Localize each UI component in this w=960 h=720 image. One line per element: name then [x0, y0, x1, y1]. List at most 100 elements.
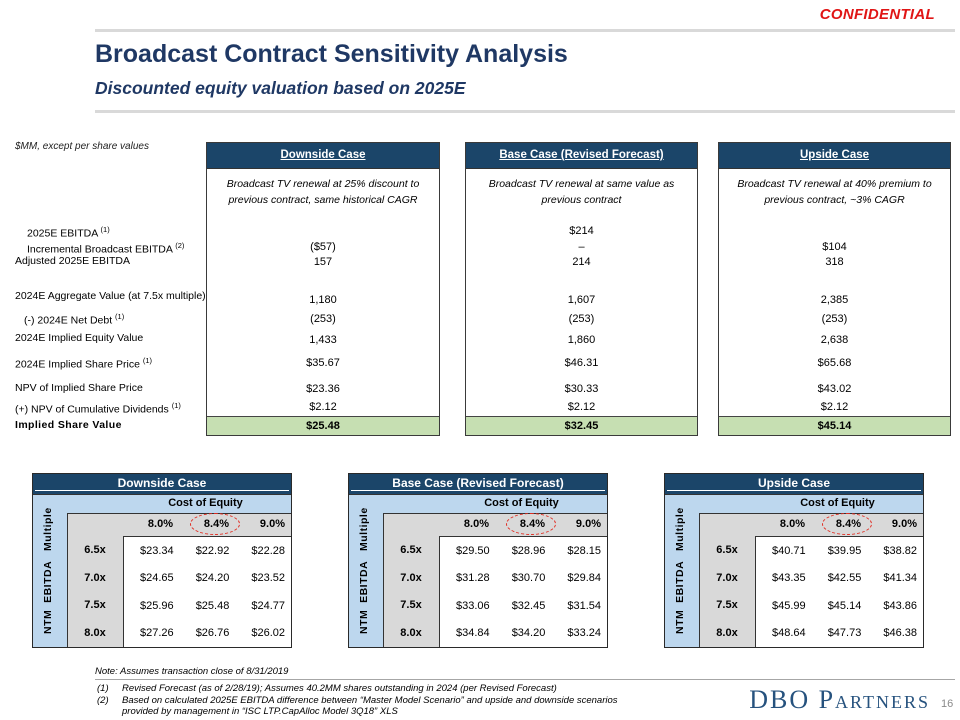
page-number: 16	[941, 698, 954, 710]
table-row: $45.99 $45.14 $43.86	[756, 592, 923, 620]
value-cell: 1,433	[309, 334, 337, 346]
value-cell: $46.31	[564, 357, 599, 369]
row-label-npv-dividends: (+) NPV of Cumulative Dividends (1)	[15, 399, 181, 416]
value-cell	[719, 224, 950, 238]
table-title-text: Downside Case	[117, 476, 207, 490]
value-cell: $26.02	[251, 627, 286, 640]
table-row: $27.26 $26.76 $26.02	[124, 620, 291, 648]
table-row: $40.71 $39.95 $38.82	[756, 537, 923, 565]
cost-of-equity-label: Cost of Equity	[800, 497, 875, 509]
value-cell: $2.12	[309, 401, 337, 413]
table-row: $29.50 $28.96 $28.15	[440, 537, 607, 565]
page-title: Broadcast Contract Sensitivity Analysis	[95, 40, 568, 68]
value-cell: $23.36	[306, 383, 340, 395]
value-cell: $23.34	[140, 544, 174, 557]
value-cell: $22.92	[195, 544, 230, 557]
row-header: 7.0x	[400, 571, 422, 584]
col-header: 8.0%	[779, 518, 805, 530]
value-cell: $28.96	[511, 544, 546, 557]
row-label-text: Incremental Broadcast EBITDA	[27, 243, 173, 256]
title-underline	[351, 490, 605, 491]
value-cell: $34.84	[456, 627, 490, 640]
row-label-text: Adjusted 2025E EBITDA	[15, 255, 130, 267]
case-header-text: Downside Case	[280, 149, 366, 161]
table-title: Downside Case	[33, 474, 291, 495]
value-cell: $24.20	[195, 572, 230, 585]
col-header: 9.0%	[891, 518, 917, 530]
row-label-text: (-) 2024E Net Debt	[24, 314, 113, 327]
value-cell: $38.82	[883, 544, 918, 557]
row-header: 7.0x	[716, 571, 738, 584]
table-row: $24.65 $24.20 $23.52	[124, 565, 291, 593]
table-row: $23.34 $22.92 $22.28	[124, 537, 291, 565]
value-cell: $30.70	[511, 572, 546, 585]
case-column-downside: Downside Case Broadcast TV renewal at 25…	[206, 142, 440, 436]
implied-share-value-cell: $32.45	[466, 416, 697, 435]
implied-share-value-cell: $45.14	[719, 416, 950, 435]
units-note: $MM, except per share values	[15, 141, 149, 152]
row-header: 6.5x	[84, 543, 106, 556]
footer-rule	[95, 679, 955, 680]
value-cell: $40.71	[772, 544, 806, 557]
footnote-ref: (1)	[115, 312, 125, 321]
value-cell: $26.76	[195, 627, 230, 640]
case-header: Downside Case	[207, 143, 439, 169]
value-grid: $23.34 $22.92 $22.28 $24.65 $24.20 $23.5…	[123, 536, 291, 647]
value-cell: $25.48	[195, 599, 230, 612]
value-cell: (253)	[568, 313, 595, 325]
ntm-ebitda-multiple-label: NTM EBITDA Multiple	[674, 507, 686, 635]
value-cell: 214	[572, 256, 591, 268]
row-label-text: 2024E Aggregate Value (at 7.5x multiple)	[15, 290, 206, 302]
case-header: Upside Case	[719, 143, 950, 169]
table-body: NTM EBITDA Multiple Cost of Equity 8.0% …	[349, 495, 607, 647]
table-row: $34.84 $34.20 $33.24	[440, 620, 607, 648]
row-header: 8.0x	[400, 627, 422, 640]
footnote-text: Based on calculated 2025E EBITDA differe…	[122, 695, 618, 717]
case-column-base: Base Case (Revised Forecast) Broadcast T…	[465, 142, 698, 436]
case-column-upside: Upside Case Broadcast TV renewal at 40% …	[718, 142, 951, 436]
value-cell	[207, 224, 439, 238]
value-cell: $31.28	[456, 572, 490, 585]
company-logo: DBO Partners	[749, 685, 930, 714]
value-cell: $35.67	[306, 357, 340, 369]
value-cell: $2.12	[820, 401, 849, 413]
highlight-ellipse	[506, 513, 556, 535]
table-row: $43.35 $42.55 $41.34	[756, 565, 923, 593]
row-label-implied-share-price: 2024E Implied Share Price (1)	[15, 354, 152, 371]
value-cell: $2.12	[567, 401, 596, 413]
row-label-text: NPV of Implied Share Price	[15, 382, 143, 394]
row-header: 6.5x	[716, 543, 738, 556]
value-cell: ($57)	[310, 241, 336, 253]
ntm-ebitda-multiple-label: NTM EBITDA Multiple	[42, 507, 54, 635]
case-description: Broadcast TV renewal at 25% discount to …	[226, 178, 420, 206]
value-cell: 1,607	[567, 294, 596, 306]
case-header-text: Upside Case	[799, 149, 870, 161]
value-cell: $33.06	[456, 599, 490, 612]
value-cell: $48.64	[772, 627, 806, 640]
value-cell: $27.26	[140, 627, 174, 640]
table-row: $25.96 $25.48 $24.77	[124, 592, 291, 620]
header-rule-bottom	[95, 110, 955, 113]
case-header-text: Base Case (Revised Forecast)	[499, 149, 664, 161]
confidential-label: CONFIDENTIAL	[819, 6, 935, 23]
value-cell: $25.96	[140, 599, 174, 612]
value-cell: –	[578, 241, 585, 253]
row-label-implied-equity-value: 2024E Implied Equity Value	[15, 331, 143, 345]
value-cell: $29.50	[456, 544, 490, 557]
value-cell: 2,638	[820, 334, 849, 346]
row-label-text: 2024E Implied Share Price	[15, 358, 140, 371]
implied-share-value-text: $32.45	[564, 420, 599, 432]
value-grid: $40.71 $39.95 $38.82 $43.35 $42.55 $41.3…	[755, 536, 923, 647]
row-label-text: (+) NPV of Cumulative Dividends	[15, 403, 169, 416]
row-label-implied-share-value: Implied Share Value	[15, 418, 122, 432]
table-row: $48.64 $47.73 $46.38	[756, 620, 923, 648]
table-body: NTM EBITDA Multiple Cost of Equity 8.0% …	[665, 495, 923, 647]
implied-share-value-text: $25.48	[306, 420, 340, 432]
row-label-2025e-ebitda: 2025E EBITDA (1)	[27, 223, 110, 240]
case-description: Broadcast TV renewal at 40% premium to p…	[737, 178, 932, 206]
row-header: 7.5x	[400, 599, 422, 612]
header-rule-top	[95, 29, 955, 32]
value-cell: $43.86	[883, 599, 918, 612]
title-underline	[35, 490, 289, 491]
col-header: 9.0%	[259, 518, 285, 530]
